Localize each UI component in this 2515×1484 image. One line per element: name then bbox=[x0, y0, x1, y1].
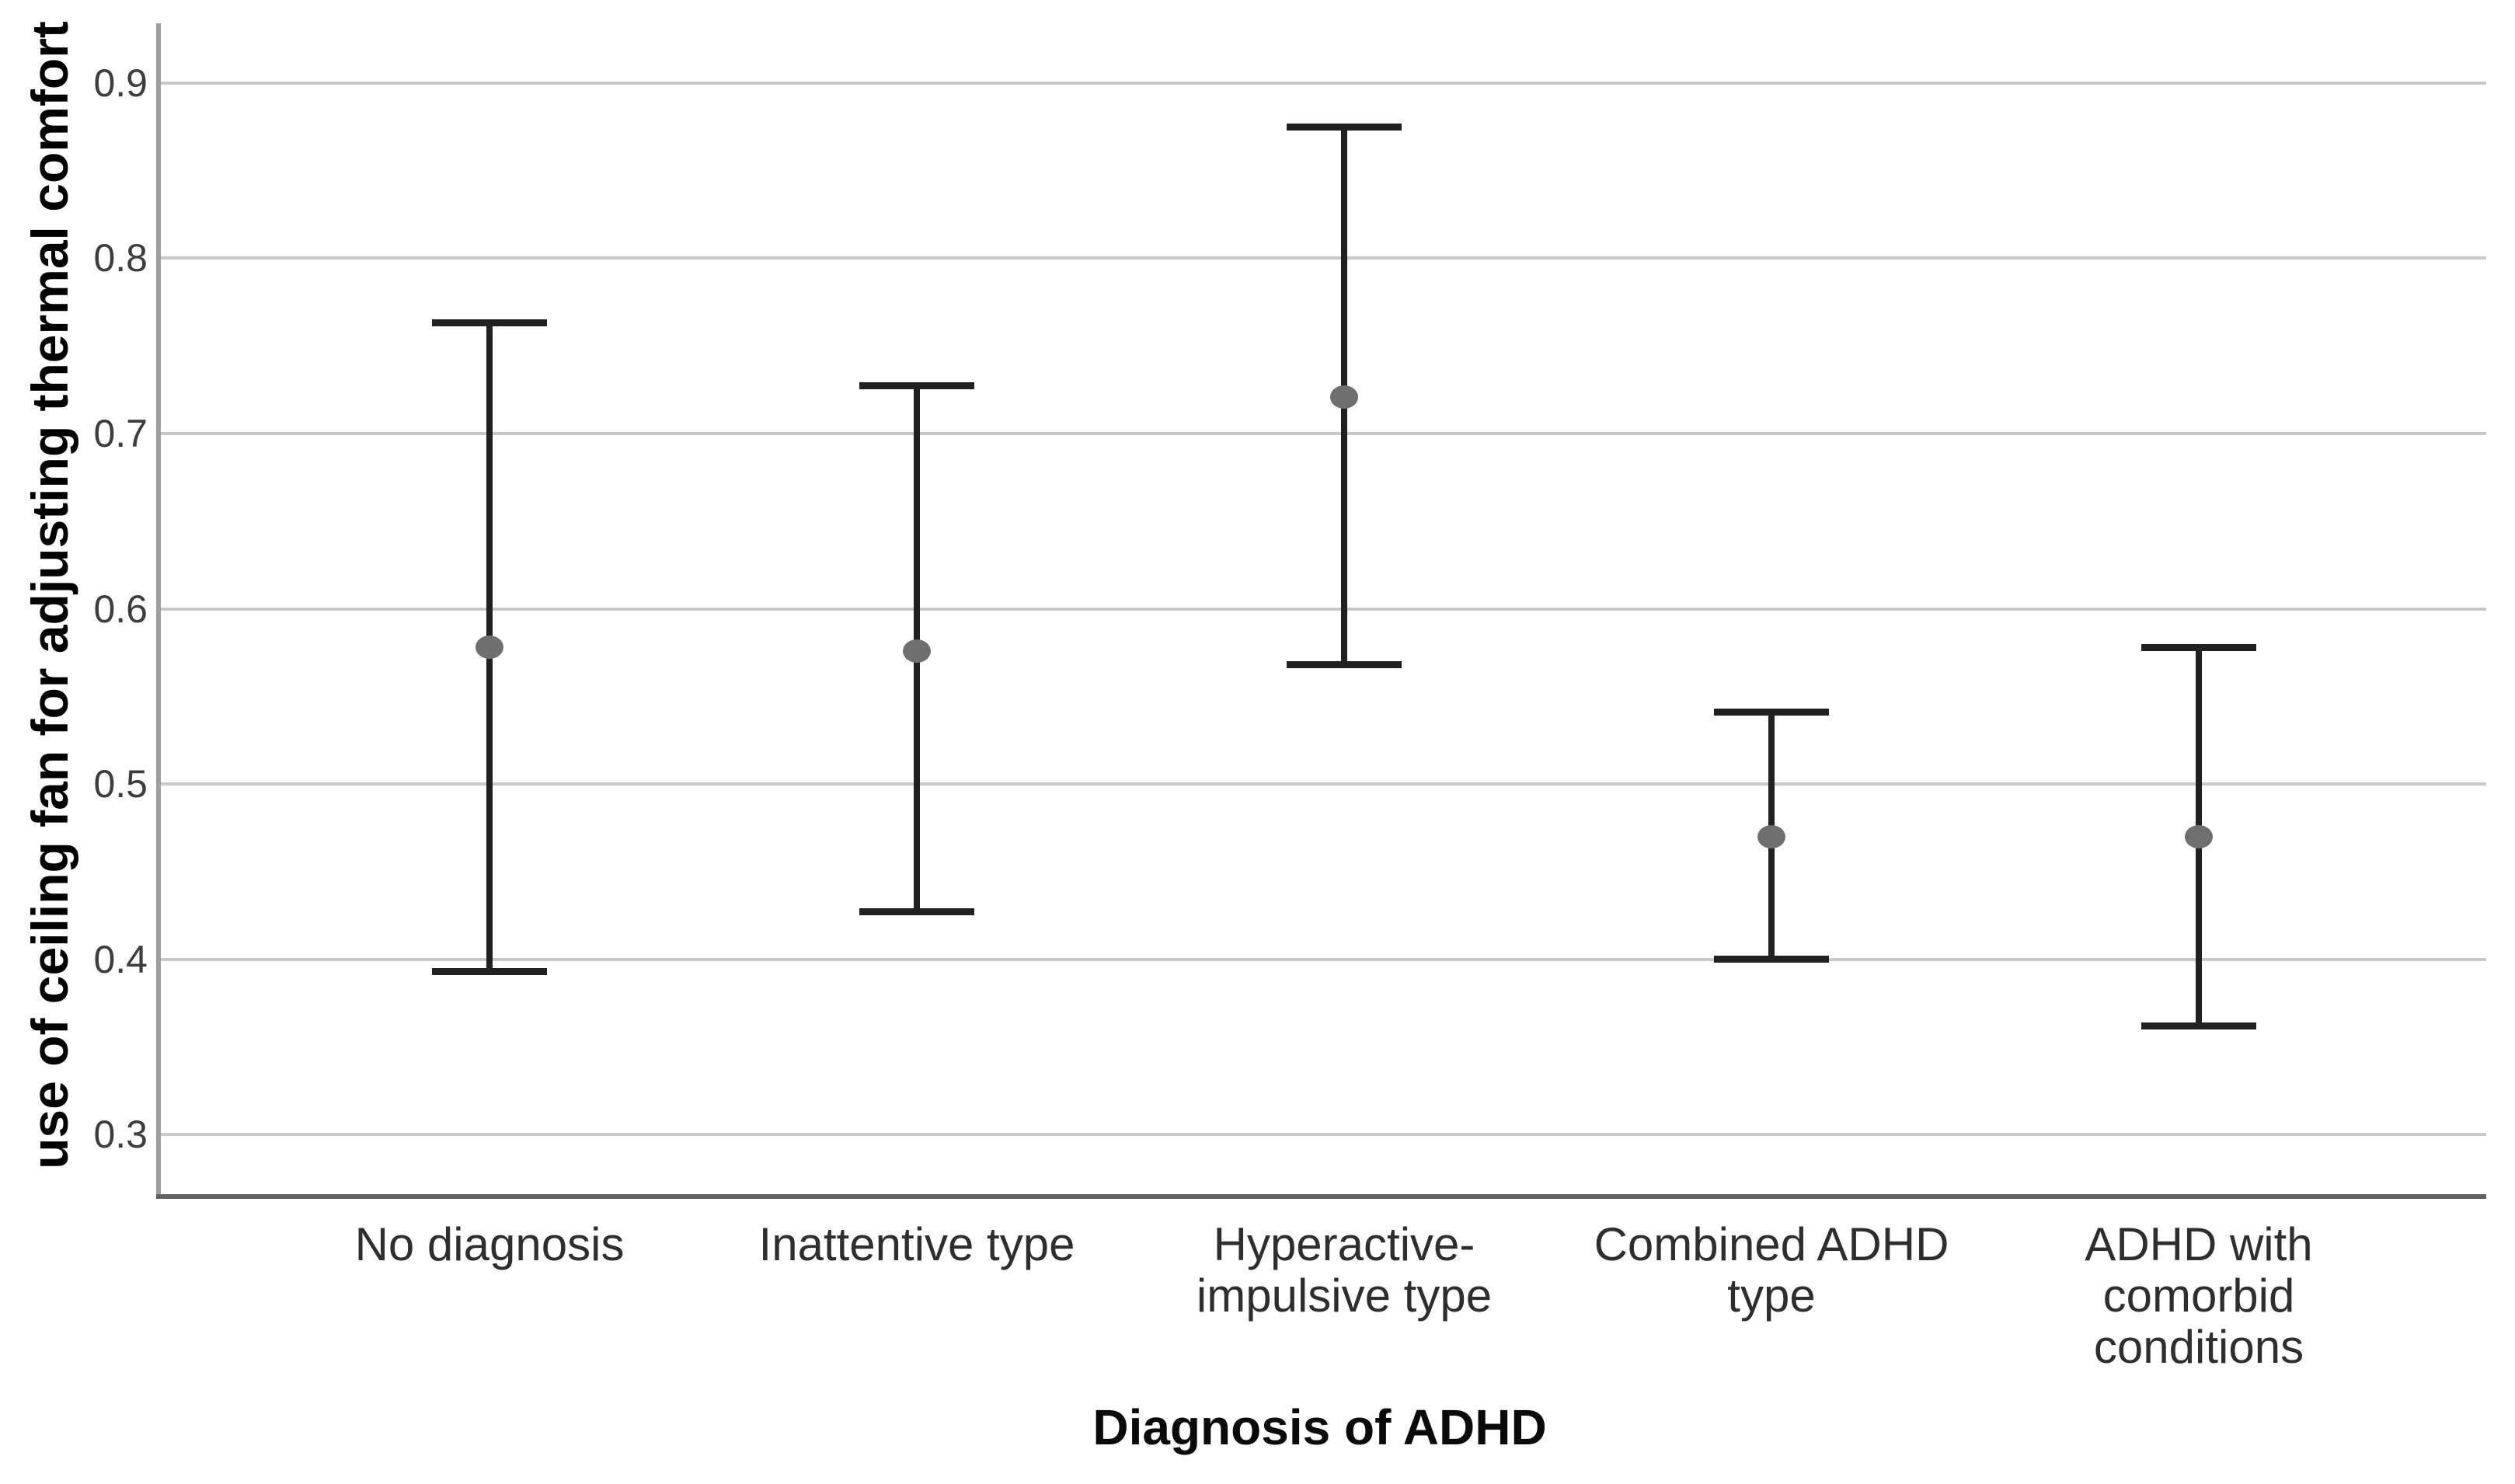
x-category-label: Inattentive type bbox=[758, 1218, 1075, 1270]
x-axis-line bbox=[156, 1194, 2486, 1199]
error-bar-cap-lower bbox=[859, 908, 974, 916]
gridline bbox=[159, 1133, 2486, 1137]
error-bar-cap-lower bbox=[432, 967, 547, 975]
gridline bbox=[159, 431, 2486, 435]
y-tick-label: 0.4 bbox=[93, 937, 148, 981]
x-category-label: Combined ADHD type bbox=[1594, 1218, 1949, 1322]
gridline bbox=[159, 607, 2486, 611]
y-axis-line bbox=[156, 23, 161, 1199]
error-bar-cap-lower bbox=[1287, 661, 1402, 669]
mean-dot bbox=[1330, 385, 1358, 409]
mean-dot bbox=[475, 636, 503, 660]
y-tick-label: 0.6 bbox=[93, 587, 148, 631]
y-tick-label: 0.9 bbox=[93, 61, 148, 105]
gridline bbox=[159, 782, 2486, 786]
y-tick-label: 0.8 bbox=[93, 236, 148, 280]
mean-dot bbox=[2185, 824, 2213, 848]
error-bar-cap-lower bbox=[2141, 1022, 2256, 1029]
x-axis-title: Diagnosis of ADHD bbox=[1092, 1399, 1547, 1455]
y-tick-label: 0.3 bbox=[93, 1113, 148, 1157]
error-bar-cap-upper bbox=[432, 319, 547, 327]
mean-dot bbox=[903, 639, 931, 663]
mean-dot bbox=[1757, 824, 1785, 848]
x-category-label: No diagnosis bbox=[354, 1218, 625, 1270]
x-category-label: ADHD with comorbid conditions bbox=[2085, 1218, 2313, 1373]
error-bar-cap-upper bbox=[859, 382, 974, 390]
gridline bbox=[159, 256, 2486, 260]
y-tick-label: 0.5 bbox=[93, 762, 148, 806]
y-tick-label: 0.7 bbox=[93, 411, 148, 455]
gridline bbox=[159, 81, 2486, 85]
x-category-label: Hyperactive- impulsive type bbox=[1196, 1218, 1493, 1322]
error-bar-cap-upper bbox=[1714, 709, 1829, 716]
error-bar-cap-lower bbox=[1714, 956, 1829, 963]
error-bar-cap-upper bbox=[1287, 123, 1402, 131]
gridline bbox=[159, 957, 2486, 961]
error-bar-cap-upper bbox=[2141, 643, 2256, 651]
